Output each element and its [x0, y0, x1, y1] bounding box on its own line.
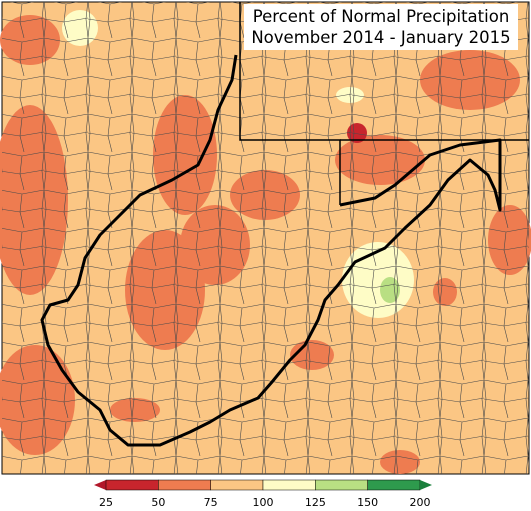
colorbar-tick-label: 150 [357, 496, 379, 509]
county-lines [2, 2, 529, 474]
colorbar-swatch [105, 479, 159, 491]
colorbar-swatch [367, 479, 421, 491]
colorbar-swatch [262, 479, 316, 491]
colorbar-swatch [158, 479, 211, 491]
colorbar-tick-label: 50 [151, 496, 166, 509]
colorbar-tick-label: 200 [409, 496, 431, 509]
colorbar-swatch [210, 479, 264, 491]
colorbar-tick-label: 100 [252, 496, 274, 509]
title-box: Percent of Normal Precipitation November… [244, 4, 518, 50]
colorbar-tick-label: 75 [203, 496, 218, 509]
colorbar [94, 479, 432, 491]
colorbar-swatch [315, 479, 368, 491]
colorbar-tick-label: 25 [99, 496, 113, 509]
map-title: Percent of Normal Precipitation [252, 7, 510, 26]
colorbar-tick-label: 125 [304, 496, 326, 509]
colorbar-arrow-low [94, 480, 106, 490]
colorbar-arrow-high [420, 480, 432, 490]
map-subtitle: November 2014 - January 2015 [251, 28, 511, 47]
state-border [239, 2, 341, 205]
west-virginia-border [40, 54, 502, 447]
